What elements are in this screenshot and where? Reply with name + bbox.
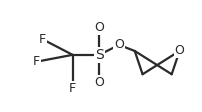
Text: O: O <box>114 38 123 51</box>
Text: O: O <box>174 44 184 57</box>
Text: F: F <box>69 82 76 95</box>
Text: S: S <box>95 48 103 62</box>
Text: O: O <box>94 21 104 34</box>
Text: F: F <box>39 33 46 46</box>
Text: F: F <box>33 55 40 68</box>
Text: O: O <box>94 76 104 89</box>
